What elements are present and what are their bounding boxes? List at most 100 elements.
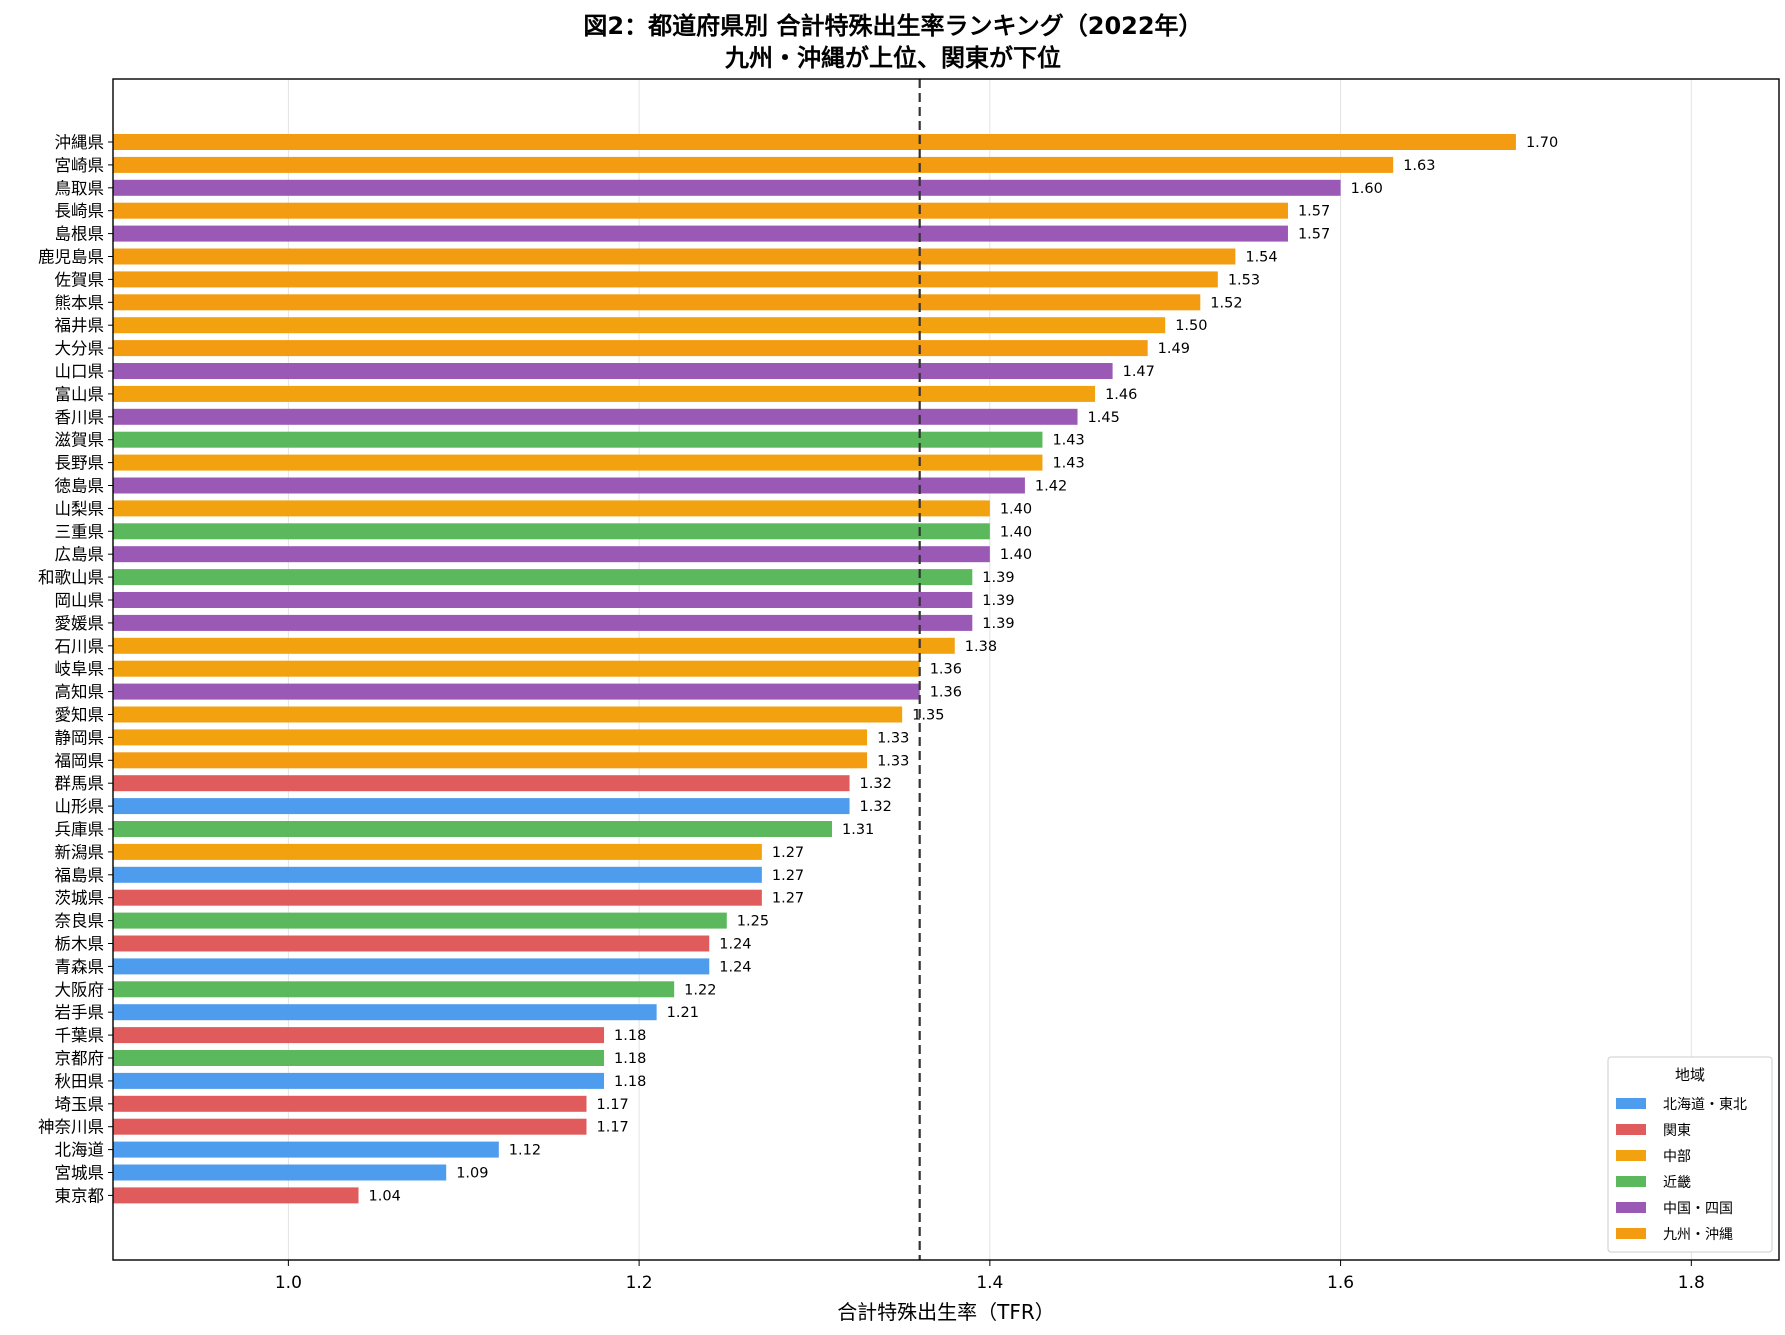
category-label: 山口県 [55,362,105,381]
bar [113,866,762,883]
value-label: 1.22 [684,982,716,998]
bar [113,454,1043,471]
bar [113,1050,605,1066]
value-label: 1.43 [1052,433,1084,449]
bar [113,523,990,540]
bar [113,431,1043,448]
bar [113,134,1516,150]
category-label: 富山県 [55,385,105,404]
value-label: 1.36 [930,662,962,678]
bar [113,271,1218,288]
legend-swatch [1616,1202,1646,1213]
value-label: 1.49 [1158,341,1190,357]
value-label: 1.27 [772,891,804,907]
bar [113,981,675,998]
value-label: 1.39 [982,616,1014,632]
bar [113,958,710,975]
value-label: 1.18 [614,1074,646,1090]
bar [113,729,868,746]
category-label: 京都府 [55,1049,105,1068]
value-label: 1.12 [509,1143,541,1159]
bar [113,1141,499,1158]
legend-title: 地域 [1675,1066,1705,1084]
legend-label: 九州・沖縄 [1663,1227,1733,1243]
category-label: 栃木県 [55,935,105,954]
value-label: 1.52 [1210,295,1242,311]
bar [113,340,1148,357]
category-label: 山形県 [55,797,105,816]
bar [113,592,973,608]
category-label: 静岡県 [55,728,105,747]
legend-box [1607,1056,1773,1253]
bar [113,935,710,952]
value-label: 1.27 [772,845,804,861]
category-label: 長崎県 [55,202,105,221]
category-label: 沖縄県 [55,133,105,152]
value-label: 1.42 [1035,479,1067,495]
category-label: 東京都 [55,1186,105,1205]
category-label: 茨城県 [55,889,105,908]
category-label: 岡山県 [55,591,105,610]
legend-label: 北海道・東北 [1663,1097,1747,1113]
value-label: 1.33 [877,730,909,746]
value-label: 1.24 [719,959,751,975]
bar [113,156,1394,173]
bar [113,317,1166,334]
value-label: 1.25 [737,914,769,930]
category-label: 岐阜県 [55,660,105,679]
legend-swatch [1616,1124,1646,1135]
bar [113,912,727,929]
value-label: 1.33 [877,753,909,769]
value-label: 1.40 [1000,524,1032,540]
legend-swatch [1616,1150,1646,1161]
value-label: 1.53 [1228,272,1260,288]
category-label: 埼玉県 [55,1095,105,1114]
category-label: 三重県 [55,522,105,541]
bar [113,821,833,837]
category-label: 群馬県 [55,774,105,793]
plot-frame [112,78,1780,1261]
bar [113,1027,605,1044]
category-label: 千葉県 [55,1026,105,1045]
category-label: 高知県 [55,683,105,702]
value-label: 1.32 [860,799,892,815]
category-label: 大分県 [55,339,105,358]
category-label: 青森県 [55,957,105,976]
value-label: 1.09 [456,1166,488,1182]
x-tick-label: 1.0 [275,1273,302,1293]
category-label: 鹿児島県 [38,248,104,267]
bar [113,1072,605,1089]
bar [113,1187,359,1204]
category-label: 滋賀県 [55,431,105,450]
value-label: 1.46 [1105,387,1137,403]
category-label: 福岡県 [55,751,105,770]
chart-title: 図2：都道府県別 合計特殊出生率ランキング（2022年） [583,12,1202,40]
bar [113,408,1078,425]
category-label: 香川県 [55,408,105,427]
x-tick-label: 1.4 [976,1273,1003,1293]
bar [113,385,1096,402]
value-label: 1.38 [965,639,997,655]
bars [113,134,1516,1204]
value-label: 1.39 [982,570,1014,586]
category-label: 宮城県 [55,1164,105,1183]
category-label: 秋田県 [55,1072,105,1091]
bar [113,889,762,906]
bar [113,614,973,631]
bar [113,752,868,769]
legend-label: 近畿 [1663,1175,1691,1191]
legend-label: 中国・四国 [1663,1201,1733,1217]
legend-label: 関東 [1663,1123,1691,1139]
value-label: 1.50 [1175,318,1207,334]
value-label: 1.31 [842,822,874,838]
category-label: 福井県 [55,316,105,335]
bar [113,843,762,860]
value-label: 1.18 [614,1051,646,1067]
value-label: 1.40 [1000,547,1032,563]
bar [113,706,903,723]
bar [113,202,1288,219]
value-label: 1.36 [930,685,962,701]
category-label: 広島県 [55,545,105,564]
bar [113,1095,587,1112]
